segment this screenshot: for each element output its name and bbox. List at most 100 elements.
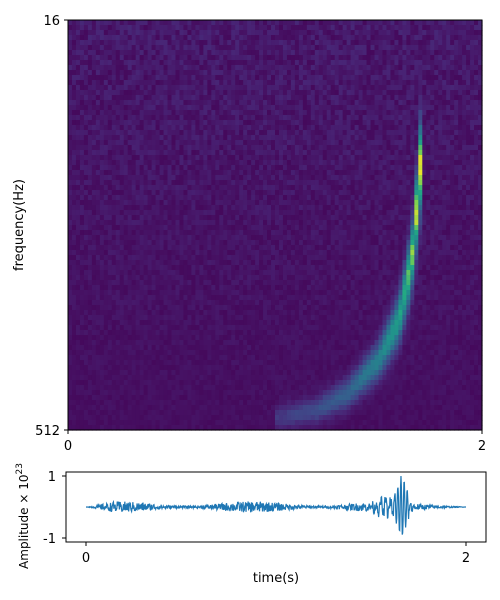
- spectrogram-cell: [183, 200, 189, 206]
- spectrogram-cell: [446, 225, 451, 231]
- spectrogram-cell: [454, 65, 459, 71]
- spectrogram-cell: [123, 55, 129, 61]
- spectrogram-cell: [290, 115, 296, 121]
- spectrogram-cell: [75, 40, 81, 46]
- spectrogram-cell: [247, 240, 252, 246]
- spectrogram-cell: [187, 185, 192, 191]
- spectrogram-cell: [298, 115, 304, 121]
- spectrogram-cell: [143, 190, 149, 196]
- spectrogram-cell: [79, 30, 85, 36]
- spectrogram-cell: [334, 225, 340, 231]
- spectrogram-cell: [259, 110, 264, 116]
- spectrogram-cell: [326, 240, 332, 246]
- spectrogram-cell: [310, 60, 316, 66]
- spectrogram-cell: [135, 85, 141, 91]
- spectrogram-cell: [75, 215, 81, 221]
- spectrogram-cell: [99, 80, 105, 86]
- spectrogram-cell: [314, 245, 320, 251]
- spectrogram-cell: [306, 65, 312, 71]
- spectrogram-cell: [127, 40, 133, 46]
- spectrogram-cell: [231, 145, 236, 151]
- spectrogram-cell: [187, 155, 192, 161]
- spectrogram-cell: [298, 35, 304, 41]
- spectrogram-cell: [322, 130, 328, 136]
- spectrogram-cell: [103, 100, 109, 106]
- spectrogram-cell: [251, 180, 256, 186]
- spectrogram-cell: [103, 140, 109, 146]
- spectrogram-cell: [123, 125, 129, 131]
- spectrogram-cell: [314, 65, 320, 71]
- spectrogram-cell: [314, 230, 320, 236]
- spectrogram-cell: [290, 225, 296, 231]
- spectrogram-cell: [382, 255, 388, 261]
- spectrogram-cell: [382, 250, 388, 256]
- spectrogram-cell: [95, 40, 101, 46]
- spectrogram-cell: [434, 30, 439, 36]
- spectrogram-cell: [306, 115, 312, 121]
- spectrogram-cell: [107, 140, 113, 146]
- spectrogram-cell: [199, 145, 204, 151]
- spectrogram-cell: [474, 90, 479, 96]
- spectrogram-cell: [247, 80, 252, 86]
- spectrogram-cell: [259, 180, 264, 186]
- spectrogram-cell: [115, 220, 121, 226]
- spectrogram-cell: [231, 135, 236, 141]
- spectrogram-cell: [99, 160, 105, 166]
- spectrogram-cell: [275, 55, 280, 61]
- spectrogram-cell: [71, 155, 77, 161]
- spectrogram-cell: [294, 215, 300, 221]
- spectrogram-cell: [255, 95, 260, 101]
- spectrogram-cell: [470, 45, 475, 51]
- spectrogram-cell: [247, 185, 252, 191]
- spectrogram-cell: [215, 105, 220, 111]
- spectrogram-cell: [466, 170, 471, 176]
- spectrogram-cell: [203, 200, 208, 206]
- spectrogram-cell: [362, 120, 368, 126]
- spectrogram-cell: [298, 155, 304, 161]
- spectrogram-cell: [422, 120, 427, 126]
- spectrogram-cell: [310, 45, 316, 51]
- spectrogram-cell: [290, 180, 296, 186]
- spectrogram-cell: [318, 115, 324, 121]
- spectrogram-cell: [418, 210, 423, 216]
- spectrogram-cell: [219, 130, 224, 136]
- spectrogram-cell: [438, 45, 443, 51]
- spectrogram-cell: [183, 250, 189, 256]
- spectrogram-cell: [450, 45, 455, 51]
- spectrogram-cell: [191, 120, 196, 126]
- spectrogram-cell: [290, 230, 296, 236]
- spectrogram-cell: [171, 25, 177, 31]
- spectrogram-cell: [366, 30, 372, 36]
- spectrogram-cell: [346, 155, 352, 161]
- spectrogram-cell: [286, 30, 292, 36]
- spectrogram-cell: [203, 100, 208, 106]
- spectrogram-cell: [278, 180, 284, 186]
- spectrogram-cell: [334, 75, 340, 81]
- spectrogram-cell: [450, 50, 455, 56]
- spectrogram-cell: [294, 145, 300, 151]
- spectrogram-cell: [422, 235, 427, 241]
- spectrogram-cell: [187, 240, 192, 246]
- spectrogram-cell: [211, 185, 216, 191]
- spectrogram-cell: [462, 250, 467, 256]
- spectrogram-cell: [458, 210, 463, 216]
- spectrogram-cell: [350, 150, 356, 156]
- spectrogram-cell: [139, 40, 145, 46]
- spectrogram-cell: [410, 190, 415, 196]
- spectrogram-cell: [394, 40, 399, 46]
- spectrogram-cell: [68, 130, 73, 136]
- spectrogram-cell: [251, 245, 256, 251]
- spectrogram-cell: [147, 35, 153, 41]
- spectrogram-cell: [294, 35, 300, 41]
- spectrogram-cell: [91, 190, 97, 196]
- spectrogram-cell: [239, 155, 244, 161]
- spectrogram-cell: [219, 200, 224, 206]
- spectrogram-cell: [195, 240, 200, 246]
- spectrogram-cell: [251, 155, 256, 161]
- spectrogram-cell: [430, 35, 435, 41]
- spectrogram-cell: [478, 80, 483, 86]
- spectrogram-cell: [159, 245, 165, 251]
- spectrogram-cell: [306, 80, 312, 86]
- spectrogram-cell: [199, 20, 204, 26]
- spectrogram-cell: [282, 70, 288, 76]
